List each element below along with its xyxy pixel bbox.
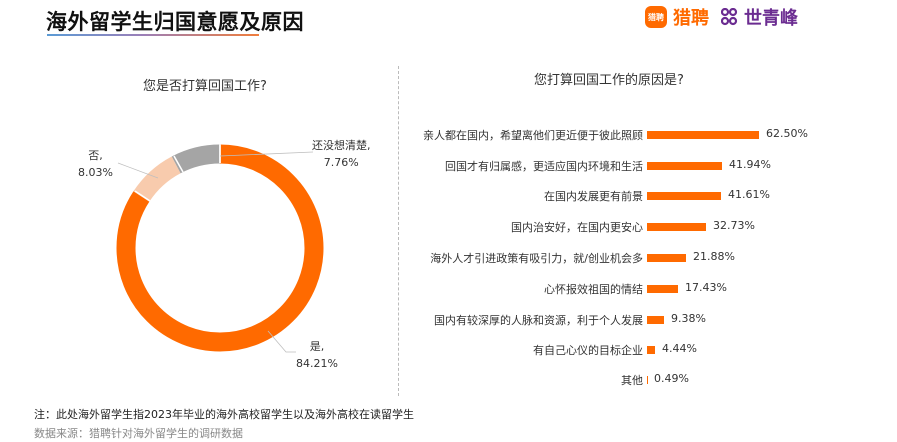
- data-source: 数据来源：猎聘针对海外留学生的调研数据: [34, 427, 243, 440]
- bar: [647, 376, 648, 384]
- slice-separator: [173, 155, 184, 173]
- bar: [647, 316, 664, 324]
- donut-label-yes-name: 是,: [309, 340, 325, 353]
- bar-row: 其他 0.49%: [400, 370, 897, 390]
- liepin-logo-text: 猎聘: [673, 8, 709, 29]
- donut-label-unsure-name: 还没想清楚,: [312, 139, 371, 152]
- bar: [647, 223, 706, 231]
- shiqingfeng-logo: 世青峰: [721, 4, 798, 30]
- shiqingfeng-mark-icon: [721, 8, 738, 26]
- donut-chart: [116, 144, 324, 353]
- title-underline: [47, 34, 259, 36]
- donut-label-no-name: 否,: [88, 149, 103, 162]
- bar: [647, 285, 678, 293]
- bar: [647, 131, 759, 139]
- donut-label-no: 否, 8.03%: [78, 147, 113, 181]
- bar-value-label: 9.38%: [671, 312, 706, 325]
- bar-category-label: 有自己心仪的目标企业: [533, 344, 643, 357]
- donut-label-yes: 是, 84.21%: [296, 338, 338, 372]
- chart-divider: [398, 66, 399, 396]
- bar-category-label: 其他: [621, 374, 643, 387]
- bar-value-label: 62.50%: [766, 127, 808, 140]
- donut-label-yes-value: 84.21%: [296, 357, 338, 370]
- bar-row: 亲人都在国内，希望离他们更近便于彼此照顾 62.50%: [400, 125, 897, 145]
- bar-row: 国内有较深厚的人脉和资源，利于个人发展 9.38%: [400, 310, 897, 330]
- bar-category-label: 海外人才引进政策有吸引力，就/创业机会多: [430, 252, 643, 265]
- leader-line-yes: [267, 330, 296, 353]
- leader-line-no: [117, 162, 159, 179]
- bar-row: 回国才有归属感，更适应国内环境和生活 41.94%: [400, 156, 897, 176]
- liepin-logo-icon: 猎聘: [645, 6, 667, 28]
- shiqingfeng-logo-text: 世青峰: [744, 8, 798, 29]
- bar-value-label: 17.43%: [685, 281, 727, 294]
- bar-category-label: 亲人都在国内，希望离他们更近便于彼此照顾: [423, 129, 643, 142]
- bar: [647, 346, 655, 354]
- bar-value-label: 41.61%: [728, 188, 770, 201]
- donut-ring: [116, 144, 324, 352]
- bar-row: 海外人才引进政策有吸引力，就/创业机会多 21.88%: [400, 248, 897, 268]
- bar-value-label: 32.73%: [713, 219, 755, 232]
- bar-chart-title: 您打算回国工作的原因是?: [534, 73, 684, 88]
- bar: [647, 162, 722, 170]
- bar-category-label: 国内有较深厚的人脉和资源，利于个人发展: [434, 314, 643, 327]
- bar-value-label: 21.88%: [693, 250, 735, 263]
- donut-label-no-value: 8.03%: [78, 166, 113, 179]
- bar-value-label: 0.49%: [654, 372, 689, 385]
- bar-value-label: 4.44%: [662, 342, 697, 355]
- bar-row: 心怀报效祖国的情结 17.43%: [400, 279, 897, 299]
- bar-row: 有自己心仪的目标企业 4.44%: [400, 340, 897, 360]
- bar-value-label: 41.94%: [729, 158, 771, 171]
- page-title: 海外留学生归国意愿及原因: [46, 10, 304, 34]
- bar: [647, 192, 721, 200]
- bar-row: 国内治安好，在国内更安心 32.73%: [400, 217, 897, 237]
- bar-category-label: 国内治安好，在国内更安心: [511, 221, 643, 234]
- donut-label-unsure: 还没想清楚, 7.76%: [312, 137, 371, 171]
- bar-row: 在国内发展更有前景 41.61%: [400, 186, 897, 206]
- footnote: 注：此处海外留学生指2023年毕业的海外高校留学生以及海外高校在读留学生: [34, 408, 414, 421]
- bar-category-label: 心怀报效祖国的情结: [544, 283, 643, 296]
- bar: [647, 254, 686, 262]
- leader-line-unsure: [219, 151, 314, 157]
- donut-label-unsure-value: 7.76%: [323, 156, 359, 169]
- bar-category-label: 在国内发展更有前景: [544, 190, 643, 203]
- bar-category-label: 回国才有归属感，更适应国内环境和生活: [445, 160, 643, 173]
- slice-separator: [134, 190, 151, 202]
- brand-logos: 猎聘 猎聘 世青峰: [645, 4, 798, 30]
- donut-chart-title: 您是否打算回国工作?: [143, 79, 267, 94]
